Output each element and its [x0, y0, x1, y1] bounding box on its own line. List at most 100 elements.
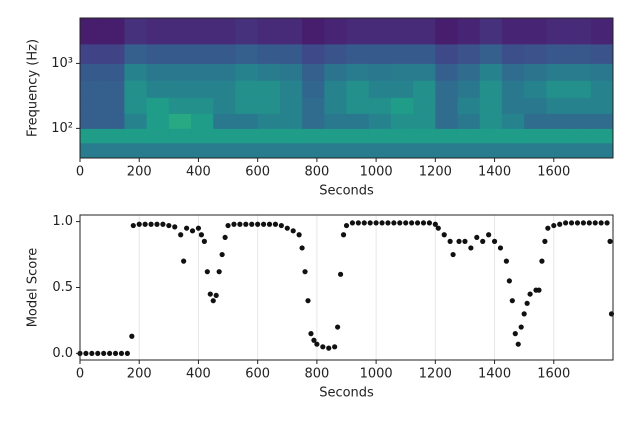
heatmap-cell	[279, 97, 303, 114]
point	[189, 228, 196, 234]
heatmap-cell	[524, 63, 547, 81]
heatmap-cell	[279, 80, 303, 98]
heatmap-cell	[102, 43, 125, 64]
heatmap-cell	[590, 113, 614, 129]
heatmap-cell	[346, 97, 370, 114]
heatmap-cell	[368, 113, 392, 129]
heatmap-cell	[590, 80, 614, 98]
heatmap-cell	[457, 18, 481, 45]
point	[435, 225, 441, 231]
point	[112, 350, 119, 357]
heatmap-cell	[524, 97, 547, 114]
heatmap-cell	[213, 113, 236, 129]
heatmap-cell	[124, 43, 148, 64]
heatmap-cell	[390, 80, 414, 98]
heatmap-cell	[390, 63, 414, 81]
heatmap-cell	[102, 63, 125, 81]
heatmap-cell	[368, 18, 392, 45]
point	[311, 337, 317, 343]
heatmap-cell	[146, 97, 170, 114]
heatmap-cell	[457, 80, 481, 98]
heatmap-cell	[302, 63, 325, 81]
heatmap-cell	[435, 113, 459, 129]
heatmap-cell	[124, 97, 148, 114]
heatmap-cell	[524, 80, 547, 98]
point	[563, 220, 569, 226]
x-axis-label: Seconds	[319, 184, 374, 199]
point	[586, 220, 592, 226]
heatmap-cell	[257, 142, 281, 159]
x-tick-label: 1200	[419, 165, 452, 180]
heatmap-cell	[501, 80, 525, 98]
heatmap-cell	[191, 18, 214, 45]
x-tick-label: 1200	[419, 367, 452, 382]
heatmap-cell	[568, 128, 592, 144]
x-tick-label: 0	[76, 367, 84, 382]
point	[154, 221, 160, 227]
point	[178, 232, 184, 238]
heatmap-cell	[435, 97, 459, 114]
heatmap-cell	[546, 43, 570, 64]
heatmap-cell	[302, 128, 325, 144]
heatmap-cell	[324, 128, 347, 144]
point	[243, 221, 249, 227]
point	[101, 350, 107, 357]
point	[426, 220, 433, 226]
heatmap-cell	[546, 80, 570, 98]
point	[213, 292, 219, 299]
heatmap-cell	[168, 80, 192, 98]
point	[129, 333, 135, 339]
heatmap-cell	[568, 18, 592, 45]
point	[607, 238, 613, 244]
heatmap-cell	[168, 128, 192, 144]
point	[521, 311, 527, 317]
x-tick-label: 800	[304, 367, 329, 382]
point	[441, 232, 447, 238]
heatmap-cell	[168, 18, 192, 45]
heatmap-cell	[279, 63, 303, 81]
heatmap-cell	[124, 128, 148, 144]
heatmap-cell	[501, 18, 525, 45]
heatmap-cell	[568, 80, 592, 98]
heatmap-cell	[213, 18, 236, 45]
heatmap-cell	[302, 80, 325, 98]
heatmap-cell	[590, 128, 614, 144]
point	[598, 220, 604, 226]
heatmap-cell	[213, 43, 236, 64]
point	[335, 324, 341, 330]
heatmap-cell	[457, 142, 481, 159]
heatmap-cell	[524, 43, 547, 64]
heatmap-cell	[279, 142, 303, 159]
heatmap-cell	[501, 128, 525, 144]
y-tick-label: 1.0	[52, 214, 73, 229]
heatmap-cell	[191, 63, 214, 81]
y-tick-label: 10²	[51, 121, 73, 136]
point	[557, 221, 563, 227]
x-tick-label: 200	[127, 165, 152, 180]
heatmap-cell	[546, 113, 570, 129]
heatmap-cell	[368, 128, 392, 144]
y-axis-label: Model Score	[26, 248, 41, 328]
heatmap-cell	[124, 63, 148, 81]
point	[231, 221, 237, 227]
point	[512, 331, 518, 337]
heatmap-cell	[479, 142, 503, 159]
point	[409, 220, 415, 226]
point	[136, 221, 142, 227]
heatmap-cell	[80, 97, 103, 114]
heatmap-cell	[524, 113, 547, 129]
heatmap-cell	[279, 18, 303, 45]
heatmap-cell	[324, 113, 347, 129]
heatmap-cell	[413, 63, 436, 81]
point	[302, 269, 308, 275]
heatmap-cell	[102, 128, 125, 144]
heatmap-cell	[413, 128, 436, 144]
y-tick-label: 0.0	[52, 346, 73, 361]
heatmap-cell	[368, 142, 392, 159]
point	[391, 220, 397, 226]
point	[148, 221, 154, 227]
x-tick-label: 1000	[360, 165, 393, 180]
point	[456, 238, 462, 244]
heatmap-cell	[524, 142, 547, 159]
point	[524, 300, 530, 306]
